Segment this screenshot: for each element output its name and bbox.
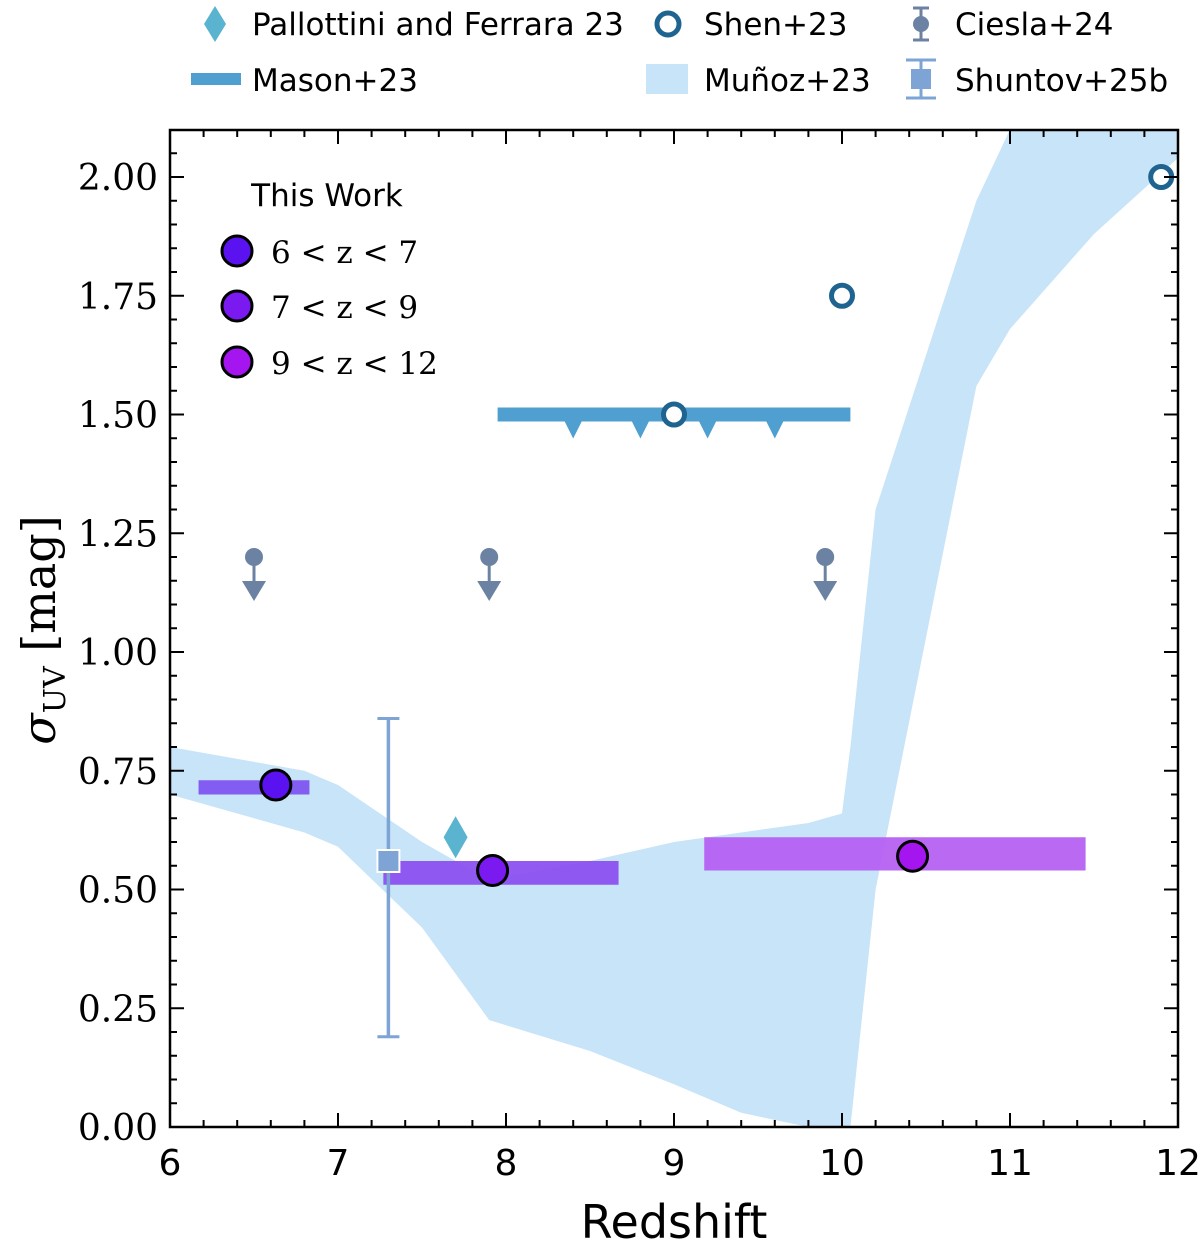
ciesla-arrow-0 — [242, 581, 266, 601]
this-work-bar-0 — [198, 780, 310, 795]
ciesla-upper-limits — [242, 548, 838, 601]
y-axis-unit: [mag] — [12, 515, 66, 651]
y-axis-symbol: σ — [12, 712, 66, 745]
shen-point-0 — [661, 401, 687, 428]
top-legend: Pallottini and Ferrara 23 Shen+23 Ciesla… — [191, 6, 1168, 100]
this-work-points — [259, 768, 930, 887]
legend-entry-shen: Shen+23 — [654, 7, 847, 43]
pallottini-legend-marker — [204, 6, 226, 42]
this-work-bars — [198, 780, 1086, 885]
inner-legend-label-6-7: 6 < z < 7 — [271, 235, 418, 271]
y-tick-label-0.75: 0.75 — [78, 752, 158, 793]
x-tick-label-9: 9 — [663, 1143, 686, 1184]
y-tick-label-0.25: 0.25 — [78, 989, 158, 1030]
inner-legend: This Work 6 < z < 7 7 < z < 9 9 < z < 12 — [220, 178, 438, 382]
ciesla-point-0 — [245, 548, 263, 566]
inner-legend-marker-9-12 — [220, 345, 254, 379]
ciesla-arrow-2 — [813, 581, 838, 601]
pallottini-legend-label: Pallottini and Ferrara 23 — [252, 7, 624, 43]
ciesla-legend-marker — [913, 16, 929, 32]
shen-legend-marker — [654, 10, 682, 38]
inner-legend-label-9-12: 9 < z < 12 — [271, 346, 438, 382]
legend-entry-mason: Mason+23 — [191, 63, 418, 99]
y-tick-label-2.00: 2.00 — [78, 158, 158, 199]
y-tick-label-1.25: 1.25 — [78, 514, 158, 555]
legend-entry-ciesla: Ciesla+24 — [913, 6, 1114, 43]
shuntov-legend-marker — [911, 69, 931, 89]
x-tick-label-11: 11 — [987, 1143, 1033, 1184]
mason-arrow-1 — [631, 420, 650, 439]
mason-arrow-2 — [698, 420, 717, 439]
this-work-point-1 — [476, 854, 510, 887]
x-axis-label: Redshift — [581, 1195, 768, 1243]
shuntov-point — [376, 717, 401, 1039]
x-tick-label-6: 6 — [159, 1143, 182, 1184]
pallottini-point — [443, 816, 468, 859]
y-axis-label: σUV [mag] — [12, 515, 73, 744]
ciesla-point-1 — [480, 548, 499, 566]
svg-text:σUV [mag]: σUV [mag] — [12, 515, 73, 744]
this-work-point-0 — [259, 768, 293, 802]
shen-points — [661, 164, 1175, 428]
this-work-bar-2 — [704, 837, 1086, 871]
y-tick-label-0.50: 0.50 — [78, 871, 158, 912]
mason-arrow-0 — [564, 420, 583, 439]
ciesla-point-2 — [816, 548, 835, 566]
mason-arrow-3 — [765, 420, 784, 439]
this-work-point-2 — [896, 839, 930, 873]
munoz-legend-label: Muñoz+23 — [704, 63, 871, 99]
x-tick-label-8: 8 — [495, 1143, 518, 1184]
y-tick-label-1.75: 1.75 — [78, 277, 158, 318]
x-tick-label-12: 12 — [1155, 1143, 1200, 1184]
legend-entry-pallottini: Pallottini and Ferrara 23 — [204, 6, 624, 43]
y-axis-subscript: UV — [38, 665, 73, 713]
legend-entry-shuntov: Shuntov+25b — [906, 58, 1168, 100]
axis-ticks — [169, 130, 1179, 1128]
y-tick-label-1.50: 1.50 — [78, 396, 158, 437]
inner-legend-marker-7-9 — [220, 289, 254, 323]
pallottini-point — [443, 816, 468, 859]
y-tick-labels: 0.00 0.25 0.50 0.75 1.00 1.25 1.50 1.75 2.00 — [78, 158, 158, 1149]
mason-legend-label: Mason+23 — [252, 63, 418, 99]
shuntov-legend-label: Shuntov+25b — [955, 63, 1168, 99]
ciesla-arrow-1 — [477, 581, 502, 601]
ciesla-legend-label: Ciesla+24 — [955, 7, 1114, 43]
x-tick-label-10: 10 — [819, 1143, 865, 1184]
shen-point-1 — [829, 282, 855, 309]
munoz-band — [170, 130, 1178, 1127]
mason-legend-marker — [191, 73, 241, 85]
legend-entry-munoz: Muñoz+23 — [646, 63, 871, 99]
inner-legend-label-7-9: 7 < z < 9 — [271, 290, 418, 326]
inner-legend-title: This Work — [250, 178, 403, 214]
munoz-legend-marker — [646, 64, 688, 94]
x-tick-label-7: 7 — [327, 1143, 350, 1184]
y-tick-label-0.00: 0.00 — [78, 1108, 158, 1149]
inner-legend-marker-6-7 — [220, 234, 254, 268]
x-tick-labels: 6 7 8 9 10 11 12 — [159, 1143, 1200, 1184]
shen-legend-label: Shen+23 — [704, 7, 847, 43]
y-tick-label-1.00: 1.00 — [78, 633, 158, 674]
shuntov-point — [376, 849, 401, 873]
